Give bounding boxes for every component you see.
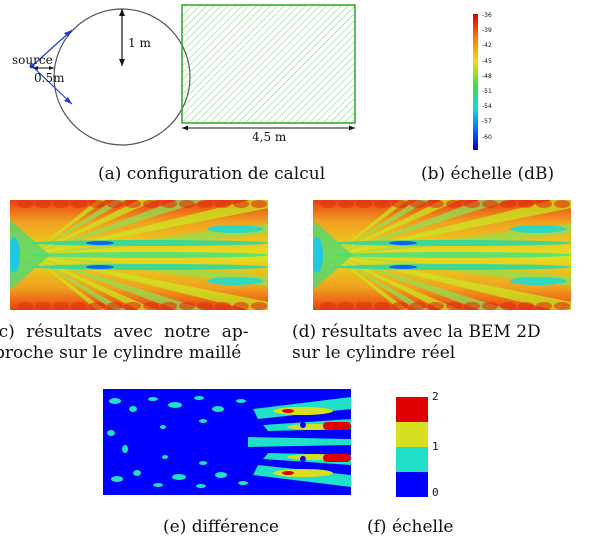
diff-scale [396, 397, 428, 497]
diff-tick-1: 1 [432, 440, 439, 453]
caption-c-line1: (c) résultats avec notre ap- [0, 322, 249, 342]
db-tick-label: -39 [482, 27, 492, 35]
diff-scale-swatch-0 [396, 472, 428, 497]
db-tick-label: -36 [482, 12, 492, 19]
db-tick-label: -42 [482, 42, 492, 50]
result-map-bem [313, 200, 571, 310]
radius-label: 1 m [128, 36, 151, 50]
db-tick-label: -60 [482, 133, 492, 141]
caption-c-line2: proche sur le cylindre maillé [0, 343, 242, 363]
diff-scale-swatch-2 [396, 397, 428, 422]
db-tick-label: -45 [482, 57, 492, 65]
diff-scale-swatch-1 [396, 447, 428, 472]
diff-scale-swatch-15 [396, 422, 428, 447]
config-diagram [29, 4, 356, 146]
caption-d-line2: sur le cylindre réel [292, 343, 456, 363]
caption-d: (d) résultats avec la BEM 2D sur le cyli… [292, 322, 602, 364]
caption-c: (c) résultats avec notre ap- proche sur … [0, 322, 290, 364]
caption-d-line1: (d) résultats avec la BEM 2D [292, 322, 541, 342]
mesh-domain [181, 4, 356, 124]
tangent-line-upper [31, 29, 73, 67]
db-tick-label: -48 [482, 72, 492, 80]
caption-a: (a) configuration de calcul [98, 164, 326, 184]
offset-label: 0.5m [34, 71, 65, 85]
caption-b: (b) échelle (dB) [421, 164, 555, 184]
db-tick-labels: -36 -39 -42 -45 -48 -51 -54 -57 -60 [482, 12, 512, 152]
db-colorbar [473, 14, 478, 150]
diff-tick-0: 0 [432, 486, 439, 499]
db-tick-label: -51 [482, 88, 492, 95]
db-tick-label: -57 [482, 118, 492, 126]
diff-tick-2: 2 [432, 390, 439, 403]
difference-map [103, 389, 351, 495]
db-tick-label: -54 [482, 103, 492, 111]
caption-e: (e) différence [163, 517, 279, 537]
source-point [29, 63, 35, 69]
caption-f: (f) échelle [367, 517, 454, 537]
source-label: source [12, 53, 53, 67]
width-label: 4,5 m [252, 130, 287, 144]
tangent-line-lower [31, 65, 73, 105]
result-map-mesh [10, 200, 268, 310]
